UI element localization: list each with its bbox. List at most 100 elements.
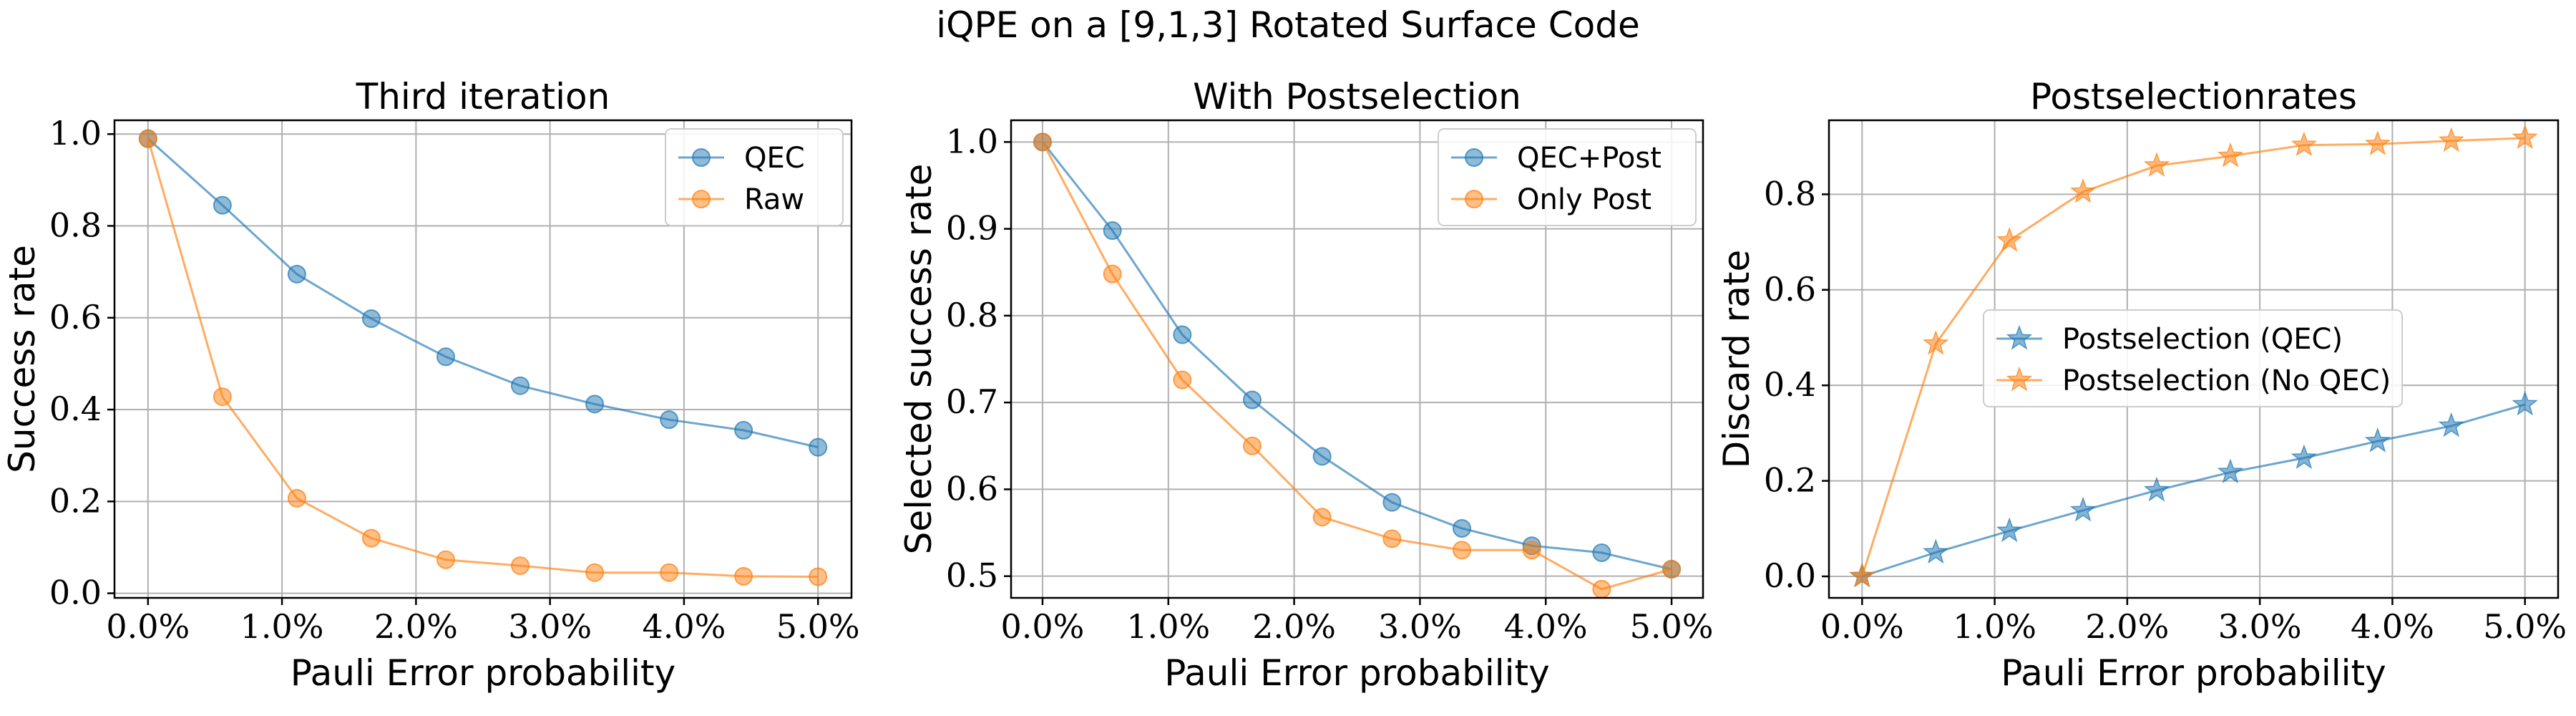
data-point	[1033, 132, 1052, 152]
data-point	[1453, 518, 1472, 538]
data-point	[1242, 390, 1262, 410]
data-point	[511, 376, 530, 395]
legend-box	[1438, 128, 1697, 226]
data-point	[1382, 493, 1402, 512]
chart-panel-3: 0.0% 1.0% 2.0% 3.0% 4.0% 5.0% 0.0 0.2 0.4 0.6 0.8 P…	[1716, 76, 2567, 694]
y-axis-label: Discard rate	[1716, 250, 1757, 468]
data-point	[1996, 226, 2023, 252]
series-2	[1033, 132, 1682, 599]
y-tick-label: 0.8	[946, 296, 998, 334]
x-tick-label: 3.0%	[508, 607, 592, 646]
data-point	[2217, 142, 2244, 168]
data-point	[1312, 508, 1332, 527]
data-point	[1103, 264, 1122, 284]
chart-panels: 0.0% 1.0% 2.0% 3.0% 4.0% 5.0% 0.0 0.2 0.4 0.6 0.8 1…	[1, 76, 2567, 694]
y-tick-label: 0.2	[1764, 461, 1816, 500]
x-tick-label: 2.0%	[374, 607, 458, 646]
y-tick-label: 0.4	[1764, 365, 1816, 404]
data-point	[585, 395, 605, 414]
legend-label: Raw	[744, 183, 804, 216]
data-point	[436, 347, 455, 367]
y-tick-label: 0.0	[49, 574, 102, 612]
legend-label: QEC+Post	[1517, 142, 1662, 175]
legend-marker	[692, 148, 711, 167]
data-point	[1453, 541, 1472, 560]
x-tick-label: 1.0%	[240, 607, 324, 646]
data-point	[2512, 390, 2538, 416]
legend-marker	[2006, 366, 2033, 392]
y-tick-label: 0.8	[1764, 174, 1816, 213]
data-point	[1923, 330, 1949, 355]
x-tick-label: 3.0%	[2218, 607, 2302, 646]
data-point	[511, 556, 530, 576]
y-tick-label: 0.0	[1764, 556, 1816, 595]
x-tick-label: 1.0%	[1126, 607, 1210, 646]
y-tick-label: 0.7	[946, 382, 998, 421]
data-point	[2143, 152, 2170, 177]
series-line	[1041, 141, 1672, 591]
data-point	[287, 488, 306, 508]
y-tick-label: 0.5	[946, 556, 998, 595]
y-axis-label: Success rate	[1, 245, 43, 473]
legend-label: QEC	[744, 142, 805, 175]
series-2	[1849, 124, 2538, 588]
x-tick-label: 4.0%	[2351, 607, 2434, 646]
x-tick-label: 5.0%	[2483, 607, 2567, 646]
y-tick-label: 0.4	[49, 390, 102, 428]
legend-label: Postselection (No QEC)	[2062, 364, 2391, 397]
figure-suptitle: iQPE on a [9,1,3] Rotated Surface Code	[936, 4, 1639, 46]
data-point	[287, 264, 306, 284]
data-point	[361, 309, 381, 329]
data-point	[1996, 517, 2023, 543]
data-point	[361, 528, 381, 548]
y-tick-label: 0.9	[946, 209, 998, 248]
legend-entry: Postselection (QEC)	[1996, 323, 2343, 356]
x-tick-label: 3.0%	[1378, 607, 1462, 646]
legend-label: Only Post	[1517, 183, 1652, 216]
data-point	[2438, 127, 2464, 153]
data-point	[2069, 178, 2097, 203]
legend-marker	[2006, 324, 2033, 350]
data-point	[1242, 436, 1262, 455]
legend: Postselection (QEC) Postselection (No QEC…	[1983, 309, 2403, 407]
data-point	[1592, 579, 1611, 599]
data-point	[2364, 130, 2391, 155]
series-line	[147, 137, 819, 449]
y-axis-label: Selected success rate	[898, 164, 940, 555]
data-point	[734, 566, 753, 586]
legend-entry: Postselection (No QEC)	[1996, 364, 2391, 397]
legend: QEC+Post Only Post	[1438, 128, 1697, 226]
x-tick-label: 4.0%	[642, 607, 726, 646]
axes-frame	[113, 119, 853, 599]
y-tick-label: 0.6	[1764, 270, 1816, 309]
y-tick-label: 0.6	[49, 298, 102, 337]
data-point	[2290, 131, 2318, 157]
legend-marker	[1465, 190, 1483, 208]
legend-marker	[1465, 148, 1483, 167]
data-point	[436, 550, 455, 569]
legend-entry: Raw	[678, 183, 804, 216]
data-point	[2364, 427, 2391, 453]
x-tick-label: 0.0%	[1820, 607, 1904, 646]
x-axis-label: Pauli Error probability	[1164, 652, 1549, 694]
data-point	[1382, 529, 1402, 548]
x-tick-label: 5.0%	[776, 607, 860, 646]
data-point	[660, 563, 679, 582]
axes-frame	[1828, 119, 2560, 599]
data-point	[734, 420, 753, 440]
y-tick-label: 1.0	[946, 122, 998, 160]
data-point	[1173, 370, 1192, 390]
data-point	[2438, 412, 2464, 437]
series-line	[1041, 141, 1672, 571]
y-tick-label: 0.8	[49, 206, 102, 245]
x-tick-label: 2.0%	[2085, 607, 2169, 646]
data-point	[585, 563, 605, 582]
data-point	[660, 410, 679, 430]
series-1	[1849, 390, 2538, 588]
data-point	[2290, 444, 2318, 470]
series-line	[147, 138, 819, 578]
x-tick-label: 2.0%	[1252, 607, 1336, 646]
legend-entry: QEC	[678, 142, 805, 175]
data-point	[1103, 221, 1122, 241]
